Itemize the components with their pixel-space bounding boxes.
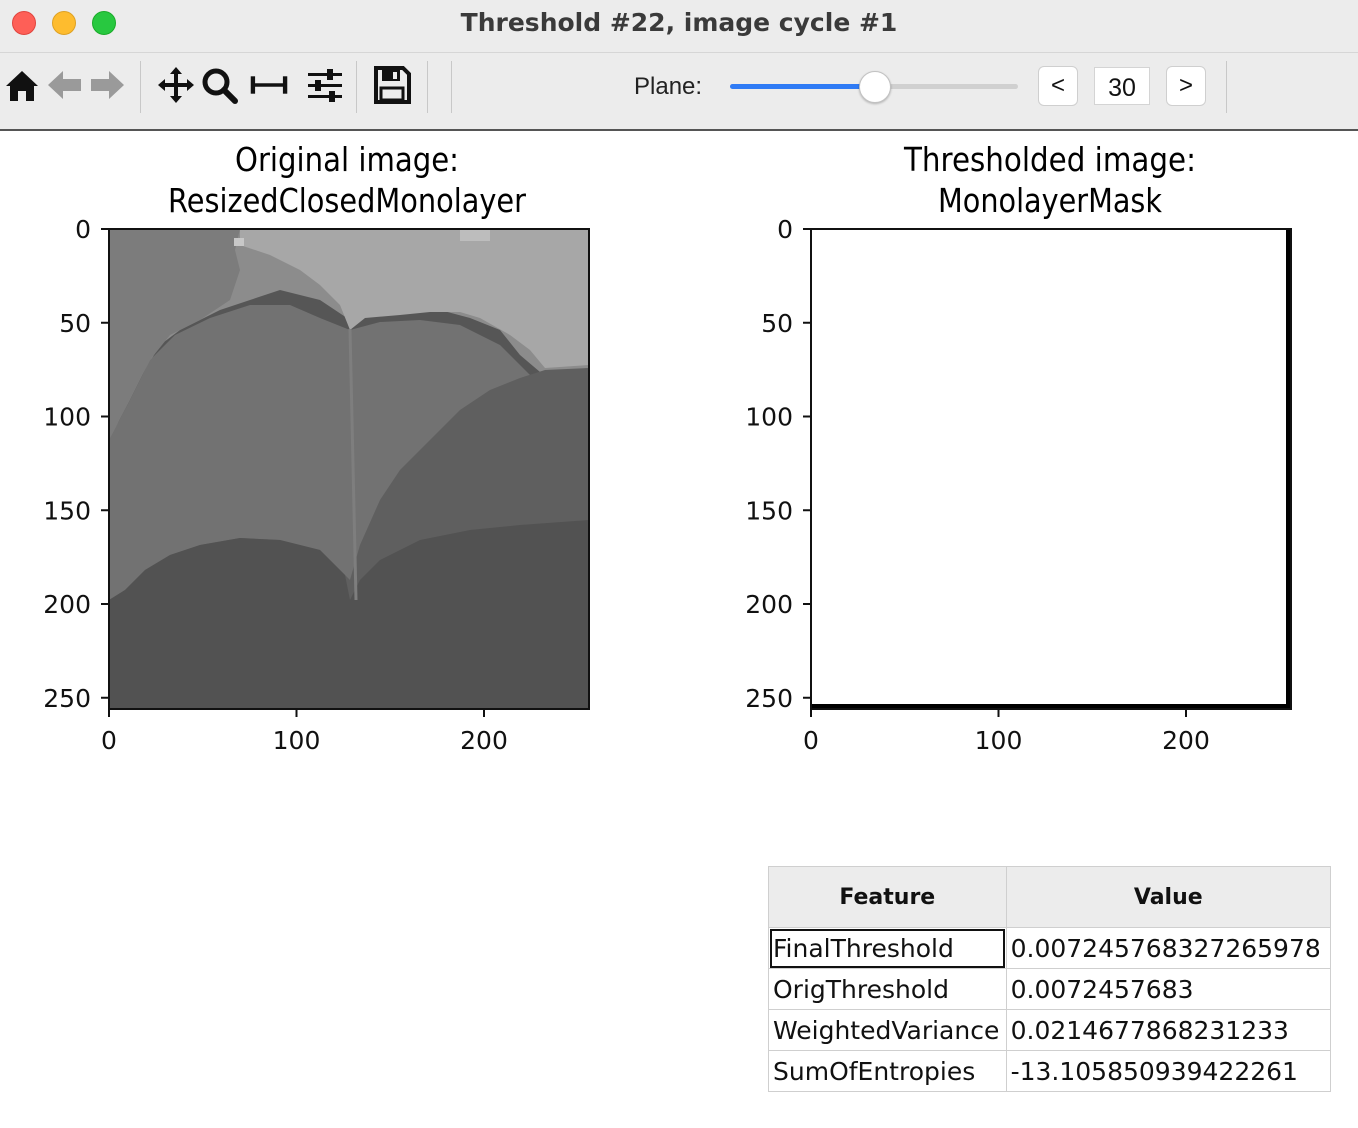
plane-number-field[interactable]: 30 [1094, 67, 1150, 105]
toolbar: Plane: < 30 > [0, 53, 1358, 131]
toolbar-separator [1226, 61, 1227, 113]
thresholded-image-raster [810, 228, 1292, 710]
value-cell[interactable]: -13.105850939422261 [1005, 1050, 1332, 1092]
x-tick-label: 100 [975, 726, 1023, 755]
y-tick-label: 50 [761, 309, 793, 338]
original-plot-title-line2: ResizedClosedMonolayer [168, 181, 526, 220]
thresholded-image-plot: Thresholded image: MonolayerMask 0 50 100 1… [745, 140, 1292, 755]
window-title: Threshold #22, image cycle #1 [460, 8, 898, 37]
x-tick-label: 0 [803, 726, 819, 755]
value-column-header[interactable]: Value [1005, 866, 1332, 928]
title-bar: Threshold #22, image cycle #1 [0, 0, 1358, 53]
value-cell[interactable]: 0.007245768327265978 [1005, 927, 1332, 969]
feature-cell[interactable]: SumOfEntropies [768, 1050, 1007, 1092]
table-row[interactable]: OrigThreshold 0.0072457683 [768, 968, 1332, 1010]
thresholded-y-axis: 0 50 100 150 200 250 [745, 215, 811, 713]
value-cell[interactable]: 0.0072457683 [1005, 968, 1332, 1010]
previous-plane-button[interactable]: < [1038, 66, 1078, 106]
table-row[interactable]: WeightedVariance 0.0214677868231233 [768, 1009, 1332, 1051]
close-window-button[interactable] [12, 11, 36, 35]
figure-canvas[interactable]: Original image: ResizedClosedMonolayer 0… [0, 131, 1358, 851]
y-tick-label: 100 [745, 403, 793, 432]
toolbar-separator [140, 61, 141, 113]
feature-cell[interactable]: WeightedVariance [768, 1009, 1007, 1051]
x-tick-label: 200 [460, 726, 508, 755]
original-x-axis: 0 100 200 [101, 709, 508, 755]
y-tick-label: 0 [777, 215, 793, 244]
original-image-raster [108, 228, 590, 710]
y-tick-label: 150 [745, 496, 793, 525]
forward-arrow-icon[interactable] [87, 65, 127, 105]
original-y-axis: 0 50 100 150 200 250 [43, 215, 109, 713]
features-table-body: FinalThreshold 0.007245768327265978 OrigTh… [768, 927, 1332, 1092]
features-table: Feature Value FinalThreshold 0.0072457683… [768, 866, 1332, 1092]
table-row[interactable]: FinalThreshold 0.007245768327265978 [768, 927, 1332, 969]
feature-cell[interactable]: FinalThreshold [768, 927, 1007, 969]
y-tick-label: 50 [59, 309, 91, 338]
y-tick-label: 250 [43, 684, 91, 713]
feature-cell[interactable]: OrigThreshold [768, 968, 1007, 1010]
toolbar-separator [451, 61, 452, 113]
home-icon[interactable] [2, 65, 42, 105]
x-tick-label: 0 [101, 726, 117, 755]
y-tick-label: 0 [75, 215, 91, 244]
y-tick-label: 100 [43, 403, 91, 432]
plane-slider-fill [730, 84, 874, 89]
original-plot-title-line1: Original image: [235, 140, 459, 179]
save-icon[interactable] [372, 65, 412, 105]
configure-icon[interactable] [305, 65, 345, 105]
y-tick-label: 200 [43, 590, 91, 619]
back-arrow-icon[interactable] [45, 65, 85, 105]
y-tick-label: 200 [745, 590, 793, 619]
value-cell[interactable]: 0.0214677868231233 [1005, 1009, 1332, 1051]
feature-column-header[interactable]: Feature [768, 866, 1007, 928]
plane-slider[interactable] [730, 71, 1018, 103]
y-tick-label: 250 [745, 684, 793, 713]
thresholded-plot-title-line1: Thresholded image: [903, 140, 1196, 179]
plane-slider-handle[interactable] [859, 71, 891, 103]
minimize-window-button[interactable] [52, 11, 76, 35]
subplots-icon[interactable] [249, 65, 289, 105]
toolbar-separator [356, 61, 357, 113]
toolbar-separator [427, 61, 428, 113]
pan-icon[interactable] [156, 65, 196, 105]
thresholded-plot-title-line2: MonolayerMask [938, 181, 1163, 220]
table-row[interactable]: SumOfEntropies -13.105850939422261 [768, 1050, 1332, 1092]
x-tick-label: 200 [1162, 726, 1210, 755]
y-tick-label: 150 [43, 496, 91, 525]
zoom-window-button[interactable] [92, 11, 116, 35]
x-tick-label: 100 [273, 726, 321, 755]
zoom-icon[interactable] [199, 65, 239, 105]
next-plane-button[interactable]: > [1166, 66, 1206, 106]
original-image-plot: Original image: ResizedClosedMonolayer 0… [43, 140, 590, 755]
plane-label: Plane: [634, 73, 703, 100]
thresholded-x-axis: 0 100 200 [803, 709, 1210, 755]
